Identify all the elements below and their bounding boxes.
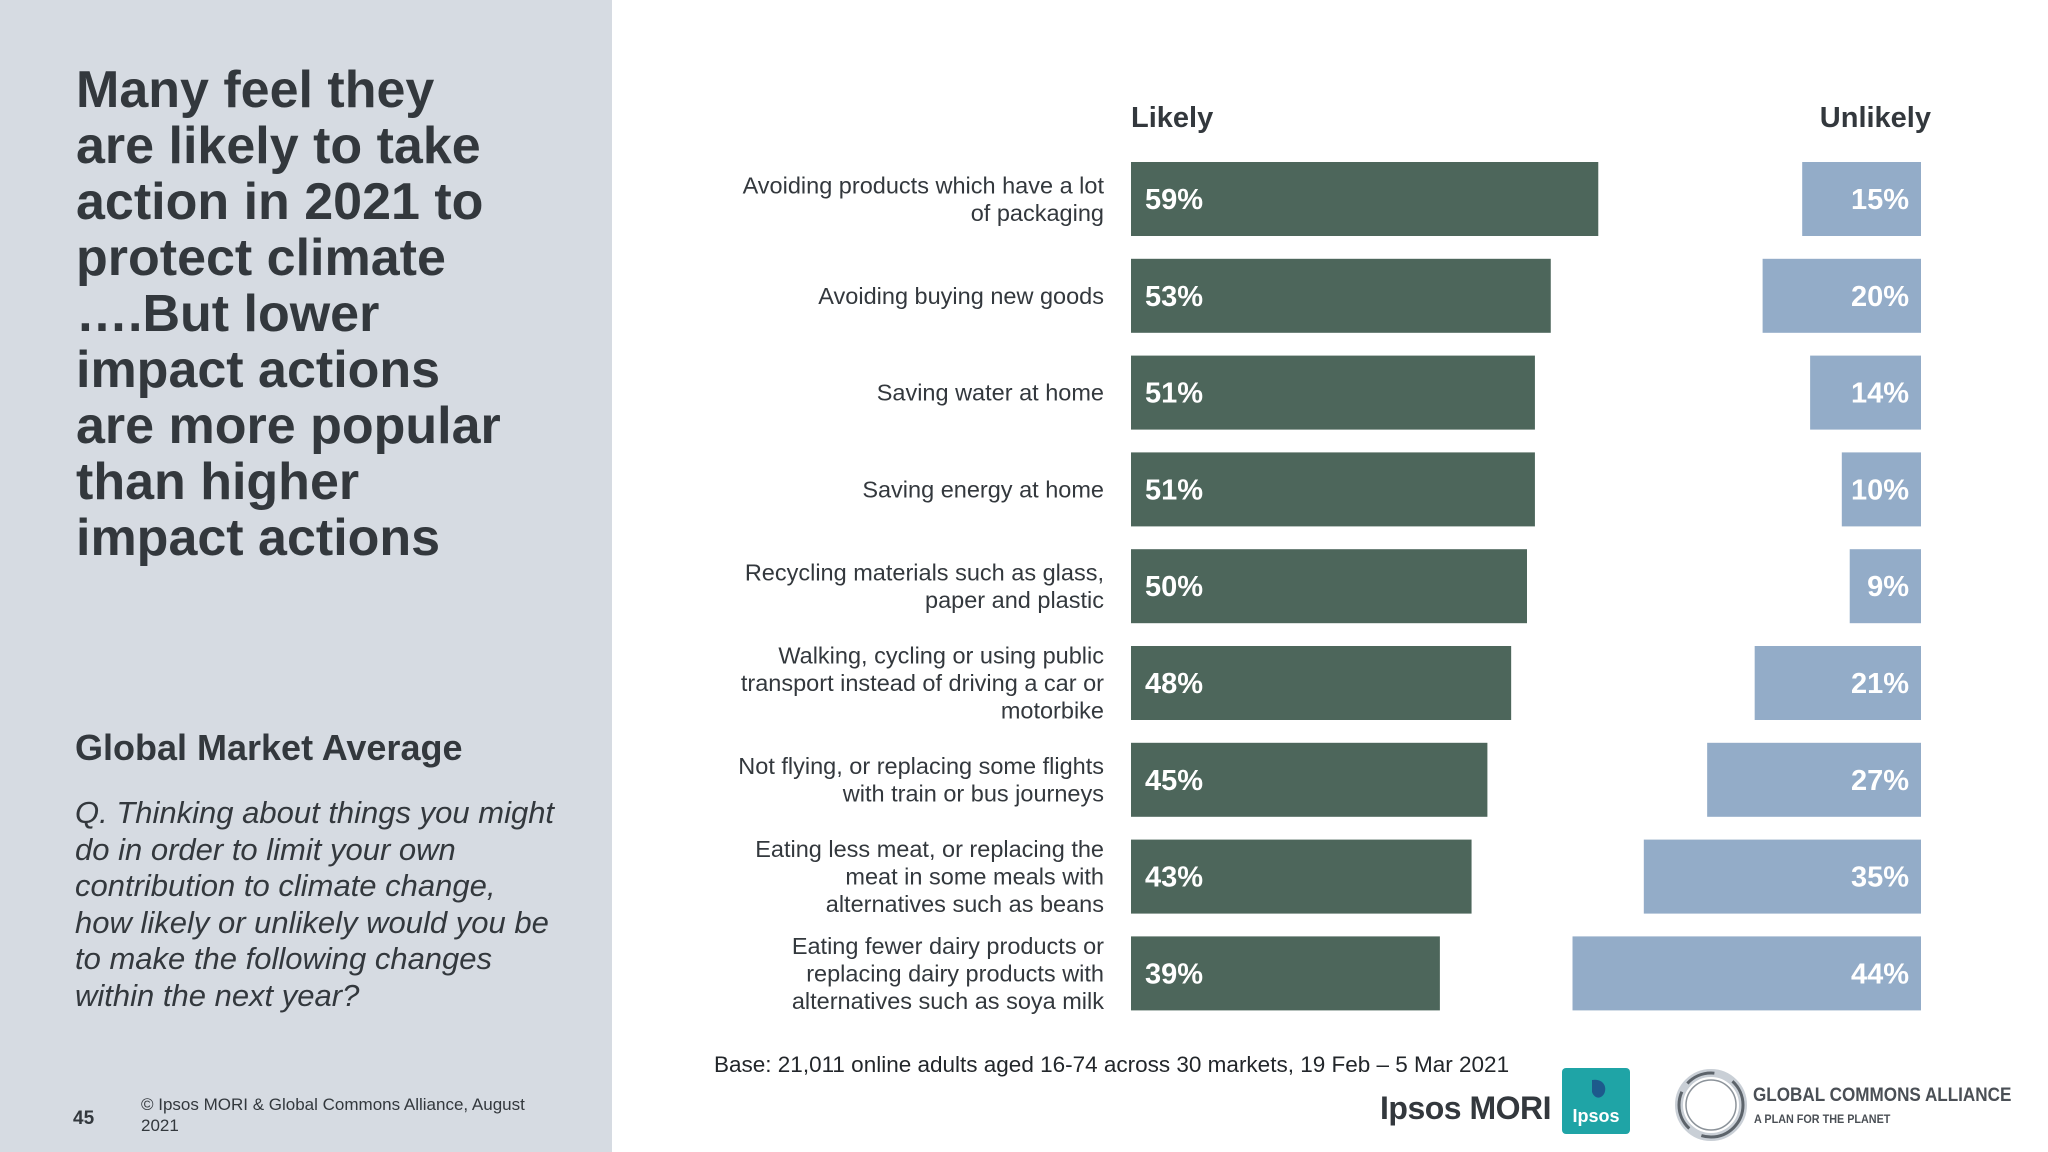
unlikely-value-label: 27%: [1851, 765, 1909, 797]
likely-bar: [1131, 258, 1551, 333]
category-label: with train or bus journeys: [842, 781, 1104, 807]
likely-bar: [1131, 742, 1488, 817]
category-label: meat in some meals with: [845, 864, 1104, 890]
likely-bar: [1131, 452, 1535, 527]
unlikely-value-label: 15%: [1851, 184, 1909, 216]
category-label: Recycling materials such as glass,: [745, 559, 1104, 585]
global-commons-alliance-logo-icon: [1675, 1069, 1747, 1141]
category-label: motorbike: [1001, 698, 1104, 724]
unlikely-bar: [1762, 258, 1921, 333]
unlikely-value-label: 44%: [1851, 958, 1909, 990]
unlikely-value-label: 20%: [1851, 281, 1909, 313]
subhead: Global Market Average: [75, 727, 463, 768]
left-panel: [0, 0, 612, 1152]
category-label: Walking, cycling or using public: [778, 643, 1104, 669]
headline: Many feel they are likely to take action…: [76, 61, 501, 567]
unlikely-value-label: 35%: [1851, 862, 1909, 894]
likely-bar: [1131, 549, 1527, 624]
unlikely-value-label: 21%: [1851, 668, 1909, 700]
unlikely-value-label: 9%: [1867, 571, 1909, 603]
category-label: alternatives such as soya milk: [792, 988, 1104, 1014]
unlikely-value-label: 14%: [1851, 378, 1909, 410]
copyright-note: © Ipsos MORI & Global Commons Alliance, …: [141, 1095, 525, 1135]
unlikely-bar: [1810, 355, 1921, 430]
unlikely-bar: [1849, 549, 1921, 624]
likely-value-label: 48%: [1145, 668, 1203, 700]
category-label: transport instead of driving a car or: [741, 670, 1104, 696]
category-label: Not flying, or replacing some flights: [738, 753, 1104, 779]
category-label: Saving energy at home: [862, 476, 1104, 502]
page-number: 45: [73, 1108, 95, 1129]
likely-value-label: 45%: [1145, 765, 1203, 797]
unlikely-bar: [1802, 162, 1921, 236]
likely-value-label: 59%: [1145, 184, 1203, 216]
likely-value-label: 39%: [1145, 958, 1203, 990]
base-note: Base: 21,011 online adults aged 16-74 ac…: [714, 1052, 1510, 1077]
ipsos-logo: Ipsos: [1562, 1068, 1630, 1134]
gca-tagline: A PLAN FOR THE PLANET: [1754, 1112, 1891, 1126]
category-label: paper and plastic: [925, 587, 1104, 613]
likely-bar: [1131, 355, 1535, 430]
likely-value-label: 50%: [1145, 571, 1203, 603]
unlikely-bar: [1754, 646, 1921, 720]
gca-name: GLOBAL COMMONS ALLIANCE: [1753, 1085, 2012, 1106]
survey-question: Q. Thinking about things you might do in…: [75, 795, 555, 1013]
category-label: Eating less meat, or replacing the: [755, 836, 1104, 862]
likely-value-label: 51%: [1145, 378, 1203, 410]
category-label: Eating fewer dairy products or: [792, 933, 1104, 959]
ipsos-mori-logo-text: Ipsos MORI: [1380, 1090, 1552, 1126]
category-label: Avoiding products which have a lot: [743, 172, 1105, 198]
likely-value-label: 51%: [1145, 474, 1203, 506]
unlikely-value-label: 10%: [1851, 474, 1909, 506]
category-label: Avoiding buying new goods: [818, 283, 1104, 309]
ipsos-logo-text: Ipsos: [1572, 1106, 1619, 1126]
category-label: replacing dairy products with: [806, 960, 1104, 986]
likely-bar: [1131, 162, 1599, 236]
likely-value-label: 43%: [1145, 862, 1203, 894]
category-label: Saving water at home: [877, 380, 1104, 406]
category-label: of packaging: [971, 200, 1104, 226]
category-label: alternatives such as beans: [826, 891, 1104, 917]
unlikely-column-header: Unlikely: [1820, 102, 1931, 134]
likely-column-header: Likely: [1131, 102, 1213, 134]
unlikely-bar: [1841, 452, 1921, 527]
likely-bar: [1131, 839, 1472, 914]
unlikely-bar: [1572, 936, 1921, 1011]
unlikely-bar: [1707, 742, 1921, 817]
likely-bar: [1131, 936, 1440, 1011]
likely-unlikely-bar-chart: Likely Unlikely 59% 15% Avoiding products wh…: [738, 102, 1931, 1014]
likely-value-label: 53%: [1145, 281, 1203, 313]
unlikely-bar: [1643, 839, 1921, 914]
likely-bar: [1131, 646, 1512, 720]
